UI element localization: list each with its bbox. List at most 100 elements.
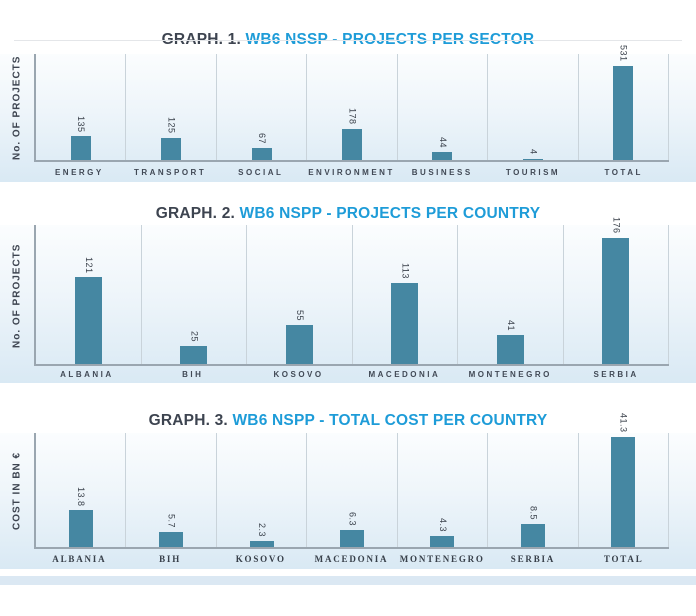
y-axis-label: No. OF PROJECTS	[11, 243, 23, 348]
y-axis-label: COST IN BN €	[11, 451, 23, 531]
bar-column: 25	[142, 225, 247, 364]
category-label: KOSOVO	[273, 370, 324, 379]
bar-value-label: 178	[347, 107, 358, 125]
bar	[180, 346, 208, 364]
bar-column: 135	[36, 54, 127, 160]
bar-value-label: 6.3	[347, 512, 358, 527]
category-label: ENVIRONMENT	[308, 167, 395, 177]
bar	[613, 66, 634, 160]
plot-area: 13.8 5.7 2.3 6.3 4.3 8.5 41.3	[34, 413, 669, 549]
bar-column: 41	[458, 225, 564, 364]
category-label: ENERGY	[54, 167, 104, 177]
chart-title-prefix: GRAPH. 2.	[155, 205, 236, 222]
bar	[70, 136, 91, 160]
bar-column: 8.5	[488, 433, 579, 547]
chart-title-main: WB6 NSSP - PROJECTS PER SECTOR	[245, 31, 535, 48]
page-bottom-band	[0, 576, 696, 585]
chart-title: GRAPH. 1. WB6 NSSP - PROJECTS PER SECTOR	[0, 31, 696, 49]
bar	[74, 277, 102, 364]
category-label: ALBANIA	[52, 554, 107, 564]
y-axis-label: No. OF PROJECTS	[11, 55, 23, 161]
bar	[68, 510, 93, 547]
bar	[520, 524, 545, 547]
bar-value-label: 44	[437, 137, 448, 149]
bar	[251, 148, 272, 160]
bar-value-label: 55	[294, 309, 305, 321]
category-label: SERBIA	[510, 554, 556, 564]
chart-title: GRAPH. 2. WB6 NSPP - PROJECTS PER COUNTR…	[0, 205, 696, 223]
bar	[602, 238, 630, 364]
bar-column: 178	[307, 54, 398, 160]
category-label: SOCIAL	[238, 167, 284, 177]
bar	[249, 540, 274, 547]
category-label: BUSINESS	[411, 167, 473, 177]
category-label: MONTENEGRO	[468, 370, 552, 379]
bar-value-label: 5.7	[166, 513, 177, 528]
bar-column: 113	[353, 225, 458, 364]
category-label: BIH	[182, 370, 204, 379]
bar-column: 176	[564, 217, 669, 364]
chart-area: No. OF PROJECTS 121 25 55 113 41 176 ALBANIA B…	[0, 217, 696, 383]
bar-column: 13.8	[36, 433, 127, 547]
category-label: TOTAL	[604, 167, 643, 177]
plot-area: 135 125 67 178 44 4 531	[34, 45, 669, 162]
category-label: TOTAL	[603, 554, 644, 564]
bar-column: 55	[247, 225, 353, 364]
bar-value-label: 8.5	[528, 506, 539, 521]
bar	[285, 324, 313, 364]
bar	[161, 137, 182, 160]
category-label: TOURISM	[505, 167, 561, 177]
bar-value-label: 67	[257, 133, 268, 145]
plot-wrap: 121 25 55 113 41 176 ALBANIA BIH KOSOVO MACEDONI…	[34, 217, 669, 383]
chart-title-main: WB6 NSPP - TOTAL COST PER COUNTRY	[232, 412, 548, 429]
chart-title-prefix: GRAPH. 1.	[161, 31, 241, 48]
bar-column: 4	[488, 54, 579, 160]
bar-column: 125	[126, 54, 217, 160]
bar-value-label: 531	[618, 45, 629, 62]
category-label: MACEDONIA	[314, 554, 389, 564]
bar	[611, 437, 636, 547]
page-top-rule	[14, 40, 682, 41]
bar-column: 67	[217, 54, 308, 160]
category-label: MONTENEGRO	[399, 554, 485, 564]
bar-value-label: 2.3	[257, 522, 268, 537]
bar	[496, 334, 524, 364]
category-label: MACEDONIA	[368, 370, 441, 379]
category-label: TRANSPORT	[133, 167, 207, 177]
bar-column: 2.3	[217, 433, 308, 547]
category-axis: ALBANIA BIH KOSOVO MACEDONIA MONTENEGRO SERBI…	[34, 366, 669, 383]
bar-column: 121	[36, 225, 142, 364]
bar	[522, 158, 543, 160]
bar	[341, 128, 362, 160]
bar	[430, 535, 455, 547]
chart-panel-projects-per-country: GRAPH. 2. WB6 NSPP - PROJECTS PER COUNTR…	[0, 205, 696, 383]
bar-column: 531	[579, 45, 669, 160]
chart-title: GRAPH. 3. WB6 NSPP - TOTAL COST PER COUN…	[0, 412, 696, 430]
bar-column: 4.3	[398, 433, 489, 547]
plot-wrap: 135 125 67 178 44 4 531 ENERGY TRANSPORT SOCIAL E…	[34, 45, 669, 182]
chart-title-main: WB6 NSPP - PROJECTS PER COUNTRY	[239, 205, 541, 222]
bar-value-label: 41	[505, 319, 516, 331]
category-label: ALBANIA	[60, 370, 114, 379]
chart-area: No. OF PROJECTS 135 125 67 178 44 4 531 ENERGY…	[0, 45, 696, 182]
bar-value-label: 113	[400, 263, 411, 280]
bar-value-label: 41.3	[618, 413, 629, 433]
bar	[391, 283, 419, 364]
chart-title-prefix: GRAPH. 3.	[148, 412, 228, 429]
bar	[339, 530, 364, 547]
bar-value-label: 135	[76, 115, 87, 133]
category-label: BIH	[159, 554, 182, 564]
bar-value-label: 25	[189, 331, 200, 343]
bar-value-label: 125	[166, 117, 177, 134]
bar	[432, 152, 453, 160]
category-axis: ALBANIA BIH KOSOVO MACEDONIA MONTENEGRO SERBI…	[34, 549, 669, 569]
category-label: SERBIA	[593, 370, 639, 379]
chart-panel-total-cost-per-country: GRAPH. 3. WB6 NSPP - TOTAL COST PER COUN…	[0, 412, 696, 569]
bar-column: 6.3	[307, 433, 398, 547]
bar-value-label: 121	[83, 256, 94, 274]
bar-column: 41.3	[579, 413, 669, 547]
category-label: KOSOVO	[235, 554, 286, 564]
bar-column: 5.7	[126, 433, 217, 547]
bar-value-label: 176	[611, 217, 622, 234]
bar-value-label: 13.8	[76, 486, 87, 507]
